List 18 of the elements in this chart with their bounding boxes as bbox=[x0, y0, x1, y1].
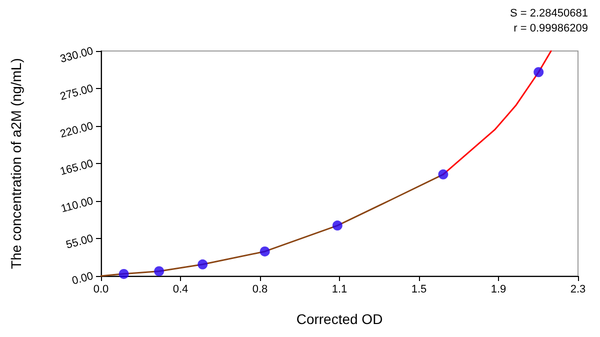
y-axis-title: The concentration of a2M (ng/mL) bbox=[8, 58, 24, 269]
x-tick-label: 2.3 bbox=[570, 284, 586, 296]
x-tick-label: 1.5 bbox=[411, 284, 427, 296]
y-tick-label: 165.00 bbox=[58, 158, 95, 178]
text: r = 0.99986209 bbox=[514, 22, 588, 34]
x-axis-title: Corrected OD bbox=[296, 311, 383, 327]
x-tick-label: 1.9 bbox=[490, 284, 506, 296]
y-tick-label: 0.00 bbox=[70, 270, 95, 288]
x-tick-label: 0.4 bbox=[172, 284, 188, 296]
y-tick-label: 110.00 bbox=[60, 195, 95, 216]
x-tick-label: 1.1 bbox=[332, 284, 348, 296]
y-tick-label: 220.00 bbox=[58, 120, 95, 141]
y-tick-label: 330.00 bbox=[58, 45, 95, 66]
x-tick-label: 0.8 bbox=[252, 284, 268, 296]
y-tick-label: 275.00 bbox=[58, 82, 95, 104]
y-tick-label: 55.00 bbox=[64, 232, 95, 252]
x-tick-label: 0.0 bbox=[93, 284, 109, 296]
text: S = 2.28450681 bbox=[510, 8, 588, 20]
